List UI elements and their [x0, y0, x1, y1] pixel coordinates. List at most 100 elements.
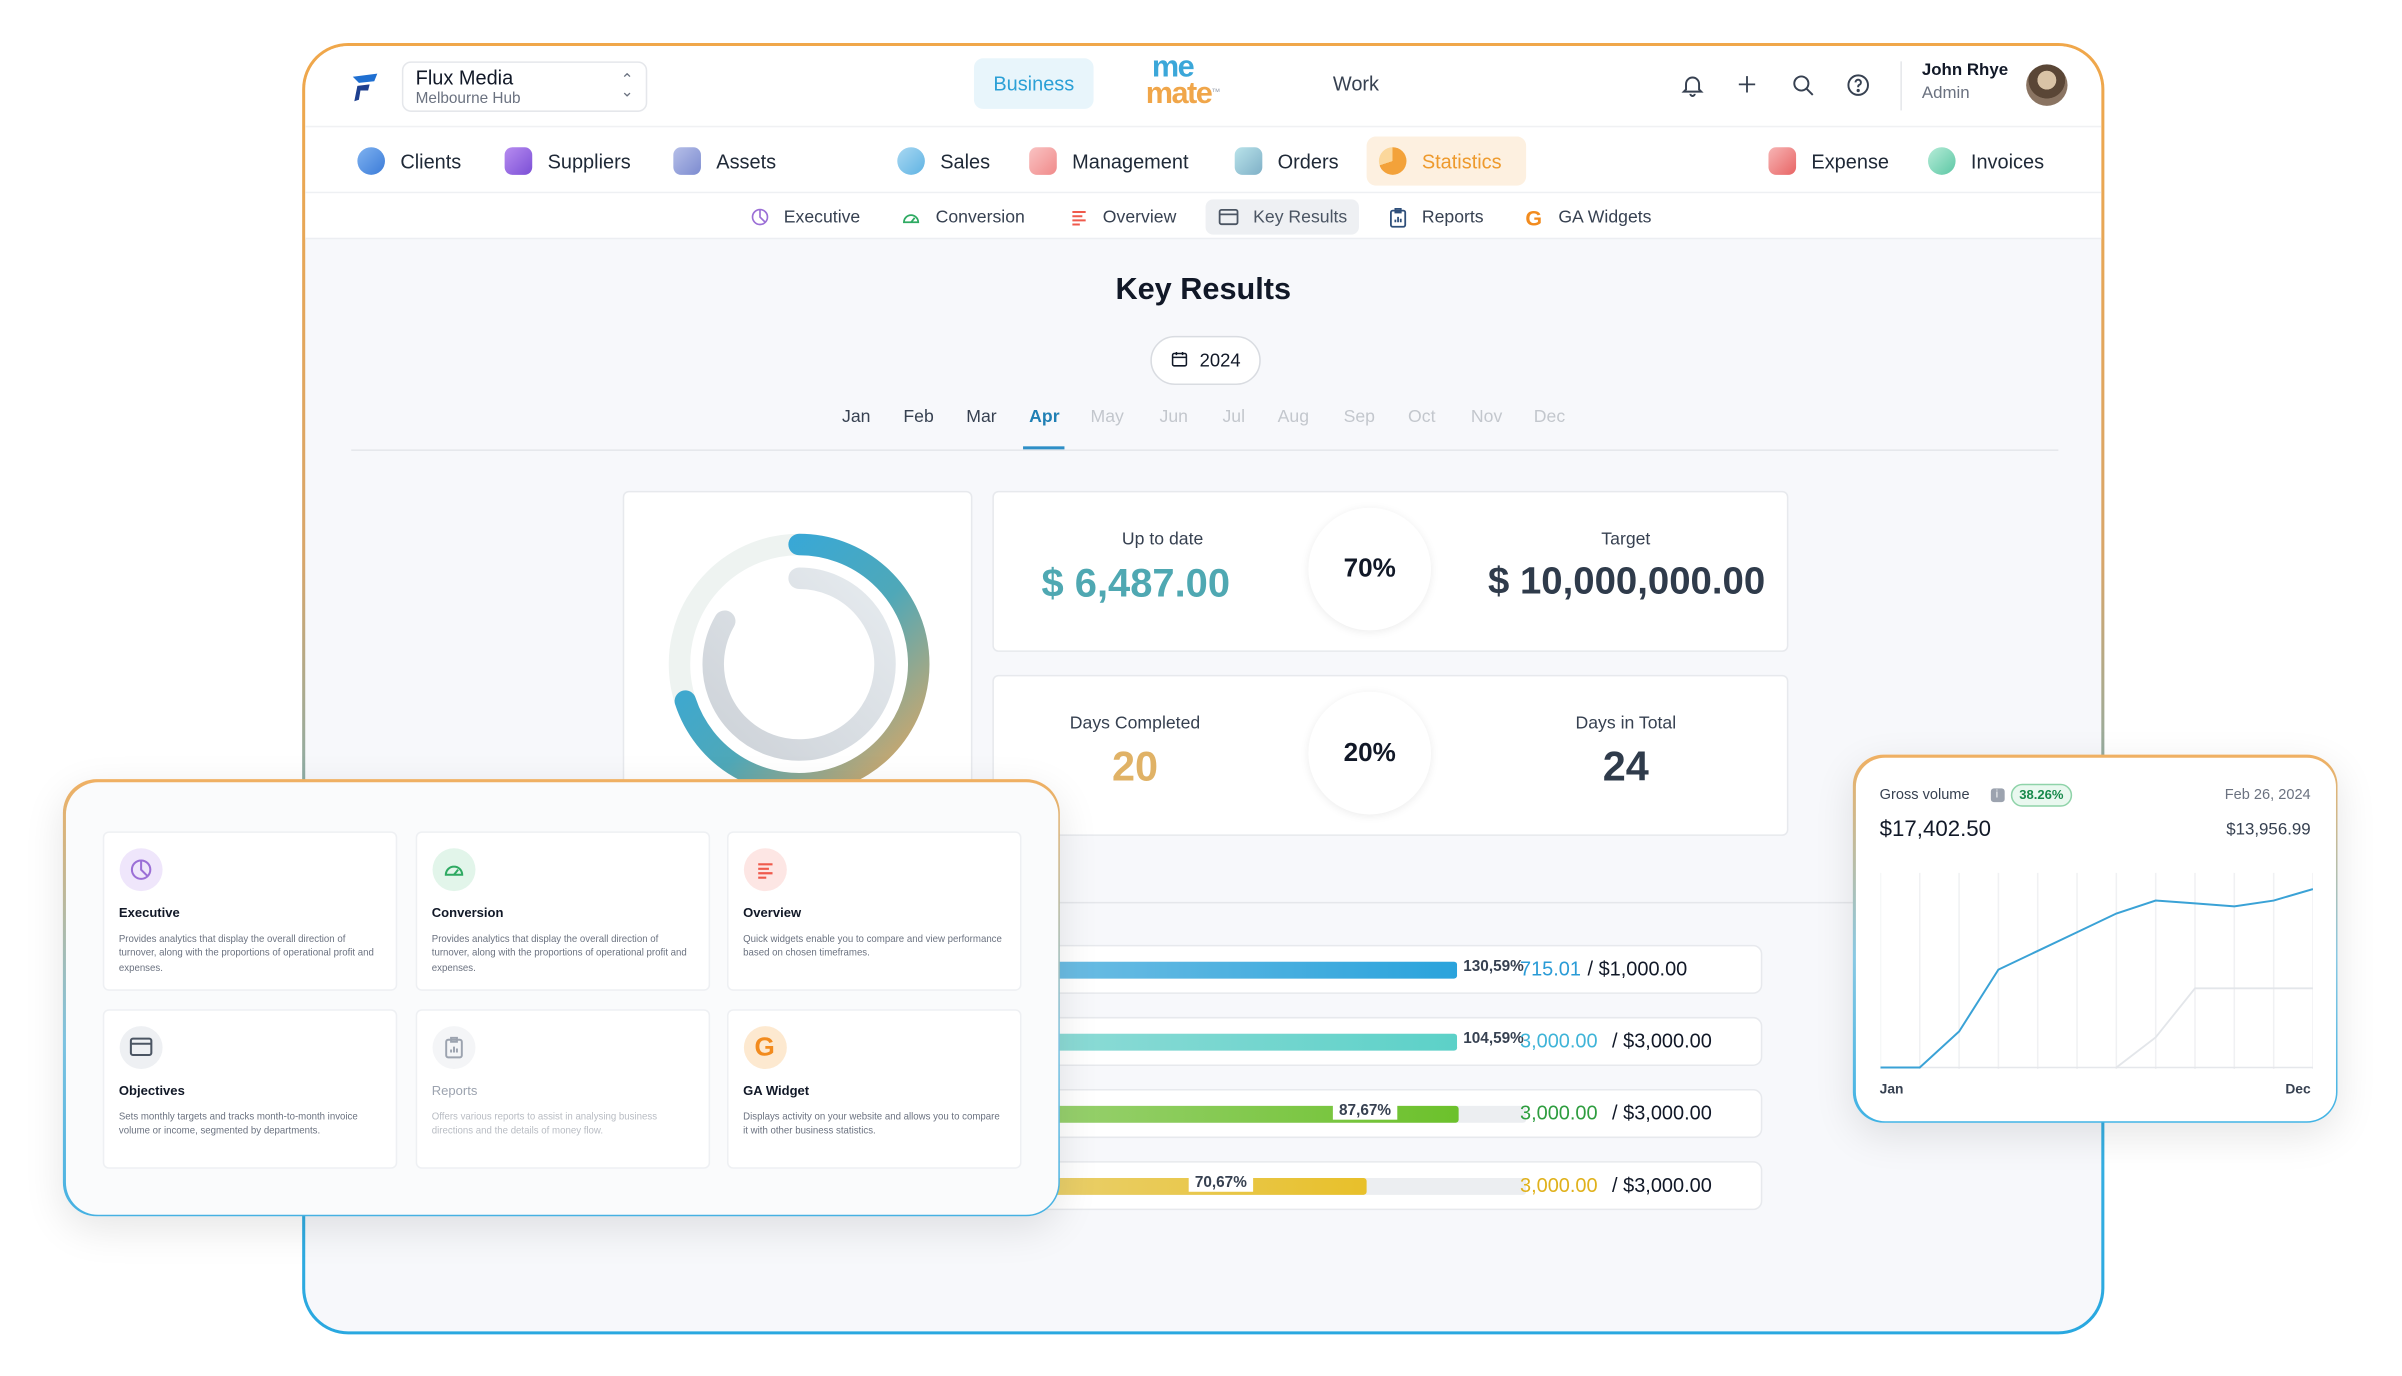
suppliers-icon: [504, 147, 533, 175]
month-jan[interactable]: Jan: [842, 407, 871, 427]
org-select[interactable]: Flux Media Melbourne Hub ⌃ ⌄: [401, 61, 648, 112]
nav-statistics[interactable]: Statistics: [1366, 136, 1527, 186]
target-label: Target: [1601, 530, 1651, 550]
nav-clients[interactable]: Clients: [345, 137, 473, 186]
tab-key-results-label: Key Results: [1253, 207, 1348, 227]
nav-assets-label: Assets: [716, 149, 777, 173]
month-dec: Dec: [1533, 407, 1566, 427]
month-apr[interactable]: Apr: [1029, 407, 1060, 427]
module-title: Reports: [431, 1082, 478, 1098]
growth-badge: 38.26%: [2010, 783, 2073, 807]
nav-sales[interactable]: Sales: [885, 137, 1002, 186]
nav-orders-label: Orders: [1277, 149, 1339, 173]
gauge-icon: [431, 847, 475, 891]
user-info[interactable]: John Rhye Admin: [1922, 60, 2008, 106]
module-conversion[interactable]: Conversion Provides analytics that displ…: [414, 830, 710, 991]
search-icon[interactable]: [1785, 67, 1819, 101]
month-mar[interactable]: Mar: [966, 407, 997, 427]
module-description: Displays activity on your website and al…: [743, 1111, 1000, 1137]
nav-assets[interactable]: Assets: [661, 137, 788, 186]
gross-volume-content: Gross volume i 38.26% Feb 26, 2024 $17,4…: [1855, 756, 2336, 1121]
objective-total: / $3,000.00: [1612, 1029, 1712, 1053]
gross-volume-widget: Gross volume i 38.26% Feb 26, 2024 $17,4…: [1852, 754, 2338, 1123]
sales-icon: [897, 147, 925, 175]
modules-panel-content: Executive Provides analytics that displa…: [65, 781, 1058, 1215]
month-feb[interactable]: Feb: [903, 407, 934, 427]
module-reports[interactable]: Reports Offers various reports to assist…: [414, 1008, 710, 1168]
x-axis-end: Dec: [2285, 1080, 2311, 1096]
module-title: Overview: [743, 904, 802, 920]
nav-expense[interactable]: Expense: [1756, 137, 1901, 186]
progress-percent: 70%: [1308, 507, 1432, 631]
module-ga-widget[interactable]: G GA Widget Displays activity on your we…: [726, 1008, 1021, 1168]
topbar-divider: [1900, 61, 1902, 111]
help-icon[interactable]: [1841, 67, 1875, 101]
days-total-label: Days in Total: [1575, 714, 1677, 734]
tab-reports-label: Reports: [1421, 207, 1484, 227]
org-location: Melbourne Hub: [415, 90, 521, 108]
objective-value: 715.01: [1519, 957, 1581, 981]
days-percent: 20%: [1308, 691, 1432, 815]
info-icon[interactable]: i: [1990, 787, 2004, 802]
up-to-date-label: Up to date: [1121, 530, 1204, 550]
clipboard-icon: [1387, 206, 1408, 227]
brand-logo-top: me: [1151, 50, 1195, 85]
statistics-subnav: Executive Conversion Overview Key Result…: [305, 193, 2102, 240]
tab-key-results[interactable]: Key Results: [1205, 199, 1360, 235]
module-title: GA Widget: [743, 1082, 810, 1098]
year-selector[interactable]: 2024: [1150, 335, 1261, 385]
days-completed-value: 20: [1111, 743, 1159, 790]
management-icon: [1029, 147, 1057, 175]
tab-ga-widgets[interactable]: G GA Widgets: [1511, 199, 1664, 234]
nav-invoices-label: Invoices: [1970, 149, 2045, 173]
calendar-icon: [1171, 349, 1189, 372]
nav-suppliers-label: Suppliers: [547, 149, 631, 173]
nav-orders[interactable]: Orders: [1222, 137, 1350, 186]
month-nov: Nov: [1470, 407, 1503, 427]
org-logo-icon: [344, 65, 387, 108]
main-nav: Clients Suppliers Assets Sales Managemen…: [305, 125, 2102, 194]
gross-volume-label: Gross volume: [1879, 786, 1970, 803]
tab-conversion[interactable]: Conversion: [888, 199, 1037, 234]
module-overview[interactable]: Overview Quick widgets enable you to com…: [726, 830, 1021, 991]
donut-progress-arc: [674, 533, 930, 795]
tab-reports[interactable]: Reports: [1374, 199, 1496, 234]
plus-icon[interactable]: [1730, 67, 1764, 101]
tab-overview[interactable]: Overview: [1055, 199, 1188, 234]
objective-value: 3,000.00: [1519, 1029, 1598, 1053]
tab-overview-label: Overview: [1102, 207, 1177, 227]
days-total-value: 24: [1602, 743, 1649, 790]
objective-percent: 130,59%: [1457, 958, 1530, 976]
objective-value: 3,000.00: [1519, 1101, 1598, 1125]
module-description: Provides analytics that display the over…: [118, 933, 374, 974]
top-bar: Flux Media Melbourne Hub ⌃ ⌄ Business me …: [305, 46, 2102, 126]
org-switcher[interactable]: Flux Media Melbourne Hub ⌃ ⌄: [344, 61, 648, 112]
module-objectives[interactable]: Objectives Sets monthly targets and trac…: [101, 1008, 397, 1168]
objective-total: / $3,000.00: [1612, 1101, 1712, 1125]
nav-suppliers[interactable]: Suppliers: [492, 137, 643, 186]
invoices-icon: [1927, 147, 1956, 175]
month-tabs: Jan Feb Mar Apr May Jun Jul Aug Sep Oct …: [305, 408, 2101, 448]
progress-donut: [668, 533, 930, 795]
module-executive[interactable]: Executive Provides analytics that displa…: [101, 830, 397, 991]
mode-work-tab[interactable]: Work: [1332, 72, 1380, 96]
objective-row: 104,59% 3,000.00 / $3,000.00: [964, 1016, 1763, 1066]
active-month-indicator: [1023, 446, 1065, 450]
mode-business-tab[interactable]: Business: [973, 58, 1094, 109]
card-icon: [1218, 206, 1239, 227]
nav-invoices[interactable]: Invoices: [1916, 137, 2057, 186]
google-icon: G: [1525, 204, 1543, 230]
tab-executive-label: Executive: [783, 207, 861, 227]
nav-management[interactable]: Management: [1017, 137, 1201, 186]
bell-icon[interactable]: [1675, 67, 1709, 101]
tab-executive[interactable]: Executive: [736, 199, 872, 234]
statistics-icon: [1378, 147, 1407, 175]
assets-icon: [673, 147, 701, 175]
user-name: John Rhye: [1921, 61, 2009, 80]
objective-row: 130,59% 715.01 / $1,000.00: [964, 944, 1763, 994]
list-icon: [743, 847, 787, 891]
avatar[interactable]: [2026, 64, 2068, 106]
objective-total: / $1,000.00: [1587, 957, 1688, 981]
user-role: Admin: [1921, 84, 1970, 103]
nav-management-label: Management: [1072, 149, 1189, 173]
